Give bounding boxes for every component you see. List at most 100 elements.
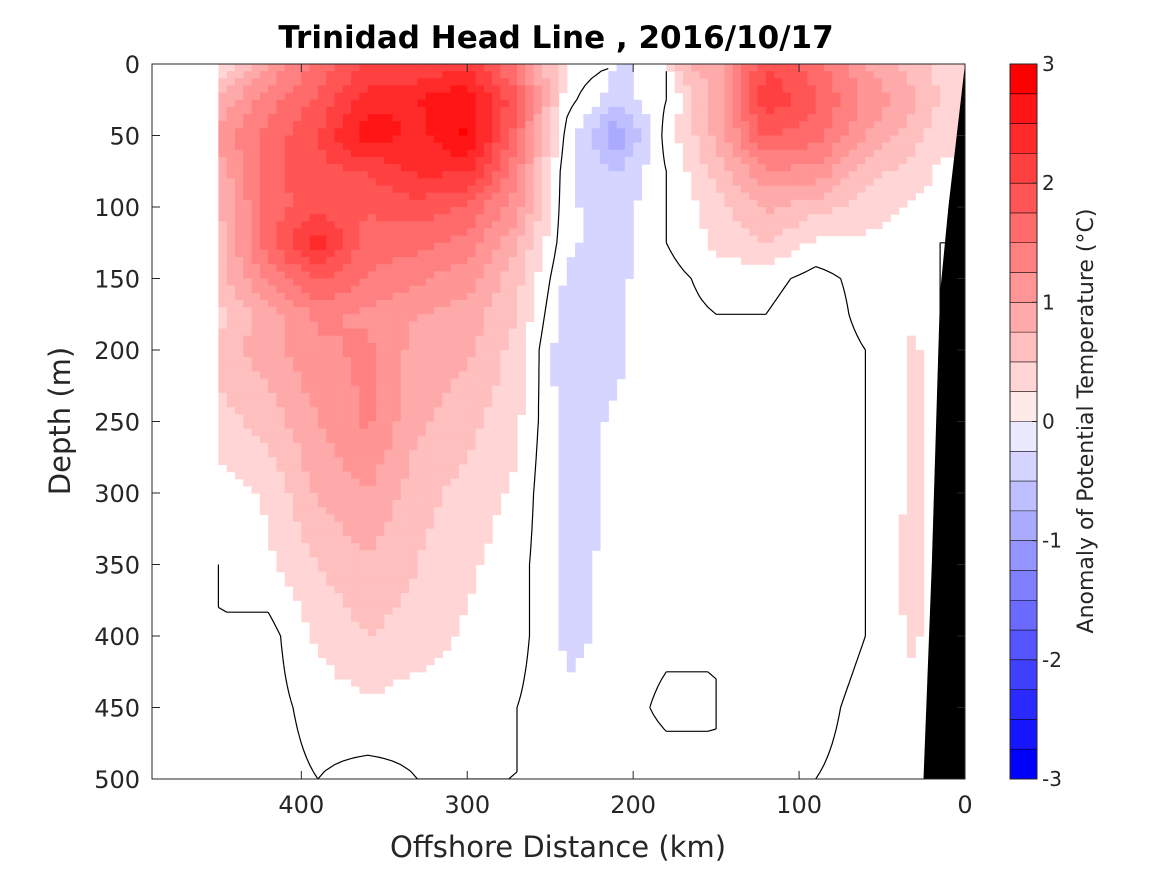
field-cell [757,192,767,201]
field-cell [525,149,535,158]
field-cell [234,321,244,330]
field-cell [400,507,410,516]
field-cell [898,135,908,144]
field-cell [599,257,609,265]
field-cell [525,278,535,287]
field-cell [234,92,244,101]
field-cell [309,435,319,444]
field-cell [375,671,385,680]
field-cell [334,614,344,623]
field-cell [425,321,435,330]
field-cell [268,471,278,480]
field-cell [599,271,609,280]
field-cell [848,71,858,79]
field-cell [475,471,485,480]
field-cell [492,221,502,230]
colorbar-swatch [1010,64,1037,95]
field-cell [873,171,883,179]
field-cell [425,328,435,337]
field-cell [309,192,319,201]
field-cell [226,357,236,365]
field-cell [309,71,319,79]
field-cell [392,64,402,72]
field-cell [591,214,601,222]
field-cell [425,600,435,608]
field-cell [815,71,825,79]
field-cell [384,543,394,551]
field-cell [334,307,344,315]
field-cell [442,342,452,351]
field-cell [384,450,394,458]
field-cell [309,478,319,487]
field-cell [508,278,518,287]
field-cell [823,99,833,108]
field-cell [284,478,294,487]
field-cell [599,285,609,294]
field-cell [425,428,435,437]
field-cell [799,192,808,201]
field-cell [434,149,443,158]
field-cell [558,450,568,458]
field-cell [425,507,435,516]
field-cell [342,221,352,230]
field-cell [326,357,336,365]
field-cell [342,285,352,294]
field-cell [848,128,858,137]
field-cell [334,321,344,330]
field-cell [467,271,477,280]
field-cell [940,71,950,79]
field-cell [699,85,709,94]
field-cell [367,571,377,580]
field-cell [915,578,925,587]
field-cell [575,571,584,580]
field-cell [865,142,875,151]
field-cell [293,392,302,401]
field-cell [392,514,402,523]
field-cell [268,493,278,501]
field-cell [865,71,875,79]
field-cell [475,407,485,415]
field-cell [268,299,278,308]
field-cell [359,328,369,337]
field-cell [243,78,253,87]
field-cell [757,142,767,151]
field-cell [268,285,278,294]
field-cell [251,71,261,79]
field-cell [682,78,692,87]
field-cell [566,414,576,423]
field-cell [915,357,925,365]
field-cell [458,156,468,165]
field-cell [799,171,808,179]
field-cell [633,185,643,194]
field-cell [268,92,278,101]
field-cell [384,614,394,623]
field-cell [475,442,485,451]
field-cell [475,342,485,351]
field-cell [359,292,369,301]
field-cell [326,500,336,508]
field-cell [409,185,419,194]
field-cell [442,178,452,187]
field-cell [293,485,302,494]
field-cell [774,171,784,179]
field-cell [434,242,443,251]
field-cell [591,385,601,394]
field-cell [351,478,360,487]
field-cell [799,114,808,122]
field-cell [367,421,377,430]
field-cell [500,92,510,101]
field-cell [268,99,278,108]
field-cell [483,171,493,179]
field-cell [384,478,394,487]
field-cell [458,471,468,480]
field-cell [765,156,775,165]
field-cell [442,571,452,580]
field-cell [865,178,875,187]
field-cell [276,378,286,387]
field-cell [400,271,410,280]
field-cell [583,428,593,437]
field-cell [309,378,319,387]
field-cell [259,421,269,430]
field-cell [575,378,584,387]
